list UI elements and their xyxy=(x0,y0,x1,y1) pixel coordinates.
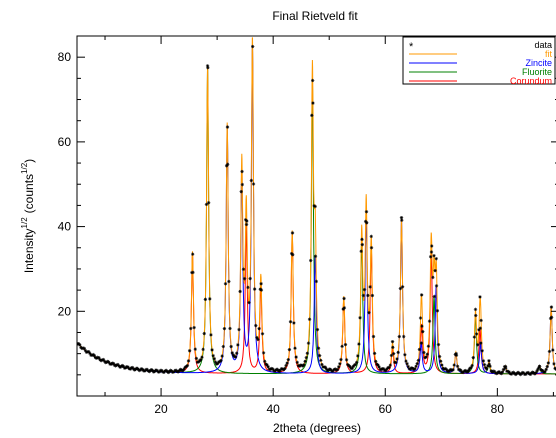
series-zincite xyxy=(77,45,556,375)
plot-area xyxy=(77,37,556,377)
y-axis-label-main: Intensity xyxy=(22,228,36,273)
legend-label: Zincite xyxy=(525,58,552,68)
x-tick-label: 40 xyxy=(266,402,280,416)
y-axis-label-unit-exp: 1/2 xyxy=(20,162,29,174)
y-axis-label: Intensity1/2(counts1/2) xyxy=(20,159,36,273)
legend-label: fit xyxy=(545,49,553,59)
y-tick-label: 80 xyxy=(58,50,72,64)
x-tick-label: 80 xyxy=(491,402,505,416)
series-data xyxy=(77,44,556,377)
legend-box xyxy=(402,36,556,85)
legend-marker: * xyxy=(409,41,414,53)
x-axis-label: 2theta (degrees) xyxy=(273,421,361,435)
y-tick-label: 40 xyxy=(58,220,72,234)
y-tick-label: 60 xyxy=(58,135,72,149)
legend-entry-fluorite: Fluorite xyxy=(409,67,552,77)
plot-frame xyxy=(76,35,556,397)
legend-entry-zincite: Zincite xyxy=(409,58,552,68)
legend-label: Fluorite xyxy=(522,67,552,77)
legend-label: Corundum xyxy=(510,76,552,86)
legend-entry-fit: fit xyxy=(409,49,552,59)
x-tick-label: 60 xyxy=(379,402,393,416)
x-tick-label: 20 xyxy=(154,402,168,416)
y-axis-label-close: ) xyxy=(22,159,36,163)
legend-entry-corundum: Corundum xyxy=(409,76,552,86)
legend-label: data xyxy=(534,40,552,50)
legend-entry-data: * data xyxy=(409,40,552,53)
y-axis-label-unit: (counts xyxy=(22,174,36,213)
y-tick-label: 20 xyxy=(58,304,72,318)
axis-ticks: 20 40 60 80 20 40 60 80 xyxy=(58,36,556,416)
chart-title: Final Rietveld fit xyxy=(272,9,358,23)
y-axis-label-exp: 1/2 xyxy=(20,217,29,229)
